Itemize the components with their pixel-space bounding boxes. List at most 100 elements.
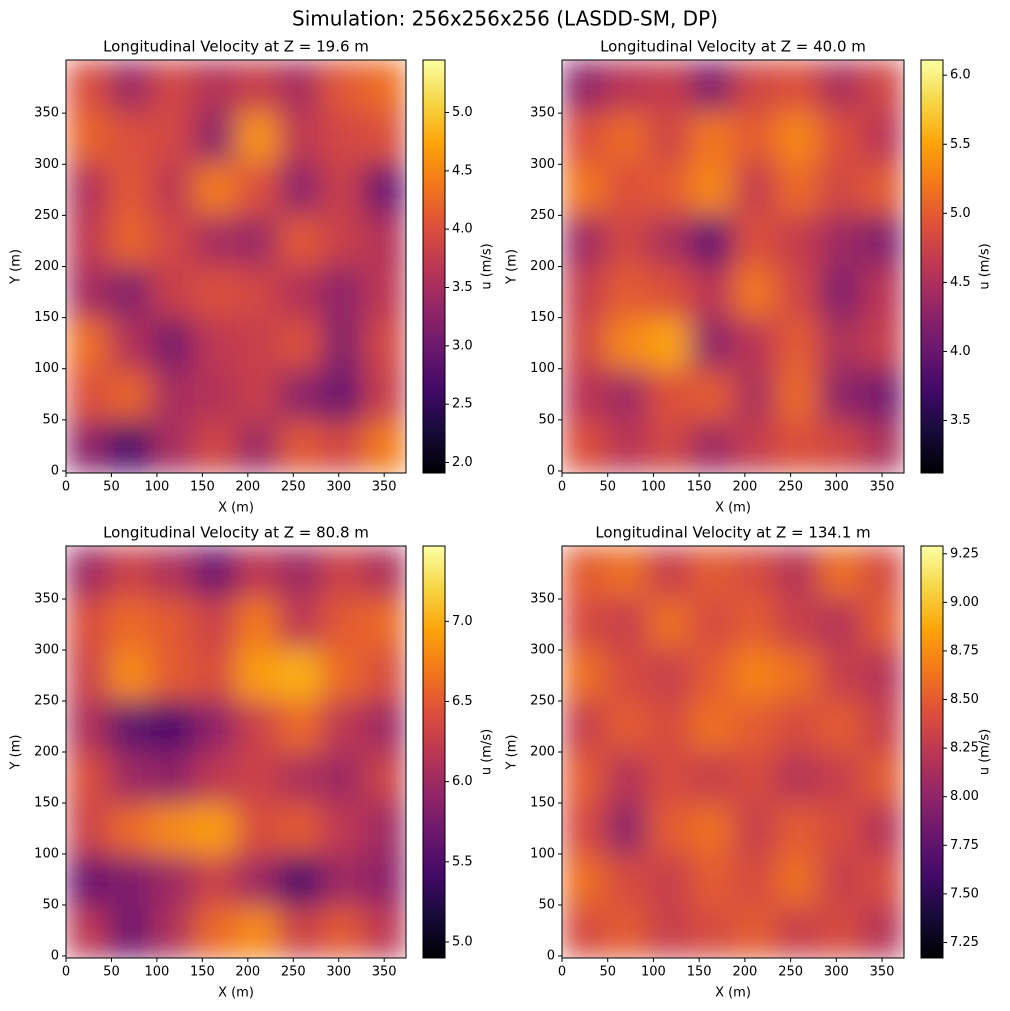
colorbar-tick-label: 8.25 [950,741,979,756]
heat-cell [193,855,237,907]
heat-cell [690,700,734,753]
heat-cell [733,60,777,113]
heat-cell [562,214,606,267]
heat-cell [775,369,819,422]
heat-cell [108,700,152,753]
plot-title: Longitudinal Velocity at Z = 134.1 m [595,524,870,542]
heat-cell [363,752,406,804]
heat-cell [861,752,904,804]
heat-cell [236,214,279,267]
colorbar-tick-label: 5.0 [950,206,971,221]
heat-cell [690,266,734,319]
colorbar-tick-label: 3.0 [452,338,473,353]
heat-cell [818,649,862,701]
colorbar-tick-label: 9.00 [950,595,979,610]
heat-cell [775,318,819,371]
heat-cell [861,906,904,958]
heat-cell [278,421,322,473]
heat-cell [151,597,194,650]
heat-cell [562,906,606,958]
heat-cell [733,700,777,753]
heat-cell [690,597,734,650]
y-tick-label: 200 [530,259,555,274]
y-tick-label: 300 [530,157,555,172]
heat-cell [108,111,152,164]
heat-cell [151,163,194,216]
heat-cell [690,163,734,216]
heat-cell [66,369,109,422]
heat-cell [236,318,279,371]
heat-cell [562,60,606,113]
heat-cell [151,546,194,598]
heat-cell [151,649,194,701]
heat-cell [775,546,819,598]
heat-cell [818,803,862,856]
heat-cell [690,803,734,856]
heat-cell [151,421,194,473]
x-tick-label: 300 [824,965,849,980]
heat-cell [66,855,109,907]
heat-cell [604,60,648,113]
x-tick-label: 50 [599,965,616,980]
heat-cell [604,700,648,753]
heat-cell [108,266,152,319]
heat-cell [193,700,237,753]
x-tick-label: 300 [326,480,351,495]
heat-cell [775,855,819,907]
heat-cell [647,649,691,701]
heat-cell [66,111,109,164]
y-tick-label: 50 [42,897,59,912]
heat-cell [818,906,862,958]
heat-cell [647,803,691,856]
colorbar-tick-label: 6.0 [950,68,971,83]
x-axis-label: X (m) [715,501,751,516]
heat-cell [236,163,279,216]
heat-cell [775,266,819,319]
heat-cell [818,421,862,473]
heat-cell [818,163,862,216]
x-tick-label: 250 [778,480,803,495]
heat-cell [66,266,109,319]
heat-cell [733,597,777,650]
x-tick-label: 150 [190,965,215,980]
heat-cell [193,266,237,319]
y-tick-label: 100 [530,846,555,861]
y-tick-label: 350 [34,106,59,121]
x-axis-label: X (m) [218,501,254,516]
x-tick-label: 250 [281,480,306,495]
heat-cell [278,546,322,598]
heat-cell [363,906,406,958]
y-tick-label: 0 [547,948,555,963]
heat-cell [690,752,734,804]
y-tick-label: 50 [42,412,59,427]
y-tick-label: 200 [34,745,59,760]
heat-cell [151,318,194,371]
heat-cell [278,803,322,856]
y-tick-label: 150 [34,310,59,325]
heat-cell [690,649,734,701]
heat-cell [236,906,279,958]
heat-cell [151,214,194,267]
heat-cell [321,906,364,958]
colorbar [920,59,944,474]
heat-cell [647,163,691,216]
y-tick-label: 350 [530,592,555,607]
x-tick-label: 200 [235,480,260,495]
heat-cell [690,906,734,958]
heat-cell [66,803,109,856]
heat-cell [236,855,279,907]
x-tick-label: 200 [235,965,260,980]
heat-cell [733,906,777,958]
heatmap-cells [562,546,904,958]
colorbar-tick-label: 3.5 [950,413,971,428]
heat-cell [861,597,904,650]
x-tick-label: 150 [190,480,215,495]
heat-cell [861,649,904,701]
x-tick-label: 350 [870,965,895,980]
y-axis-label: Y (m) [9,249,24,285]
heat-cell [733,163,777,216]
heat-cell [363,855,406,907]
colorbar-tick-label: 7.25 [950,935,979,950]
heat-cell [818,266,862,319]
colorbar-tick-label: 4.5 [452,163,473,178]
